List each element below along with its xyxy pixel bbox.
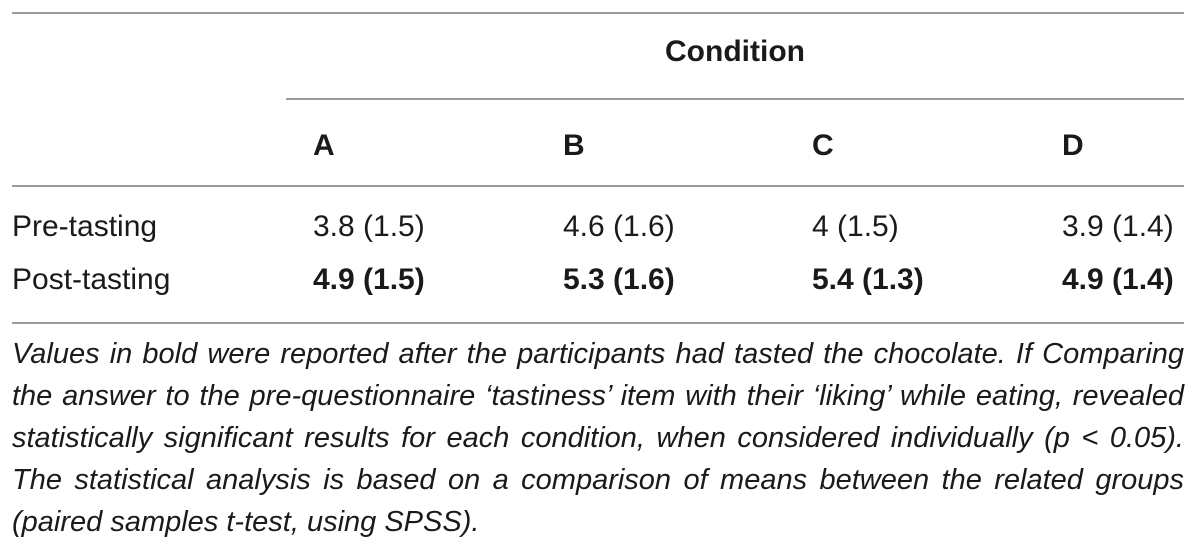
table-cell: 4.9 (1.5) (313, 263, 425, 296)
table-bottom-rule (12, 322, 1184, 324)
table-cell: 4.6 (1.6) (563, 210, 675, 243)
row-label-post-tasting: Post-tasting (12, 263, 171, 296)
header-bottom-rule (12, 185, 1184, 187)
column-header-d: D (1062, 129, 1084, 162)
table-footnote: Values in bold were reported after the p… (12, 338, 1184, 538)
table-cell: 5.3 (1.6) (563, 263, 675, 296)
table-top-rule (12, 12, 1184, 14)
table-cell: 4 (1.5) (812, 210, 899, 243)
column-header-b: B (563, 129, 585, 162)
table-cell: 3.8 (1.5) (313, 210, 425, 243)
condition-header-rule (286, 98, 1184, 100)
column-header-c: C (812, 129, 834, 162)
table-cell: 3.9 (1.4) (1062, 210, 1174, 243)
column-header-a: A (313, 129, 335, 162)
condition-group-header: Condition (665, 35, 805, 68)
table-cell: 5.4 (1.3) (812, 263, 924, 296)
table-cell: 4.9 (1.4) (1062, 263, 1174, 296)
row-label-pre-tasting: Pre-tasting (12, 210, 158, 243)
